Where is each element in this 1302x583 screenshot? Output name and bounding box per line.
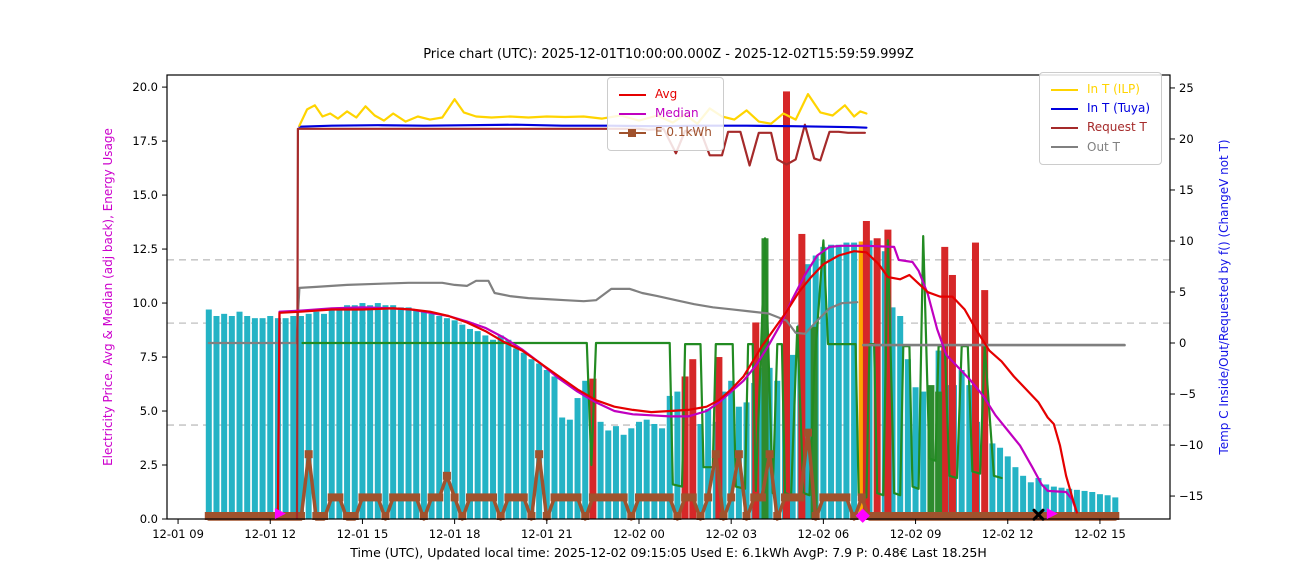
legend-temp-sample-icon (1051, 126, 1078, 129)
y-right-tick-label: 20 (1179, 132, 1194, 146)
y-left-tick-label: 15.0 (132, 188, 158, 202)
x-tick-label: 12-01 18 (429, 527, 481, 541)
series-orange-current-bar (858, 241, 865, 519)
now-diamond (855, 508, 870, 523)
x-axis-label: Time (UTC), Updated local time: 2025-12-… (350, 545, 987, 560)
y-right-tick-label: 25 (1179, 81, 1194, 95)
legend-temp-entry-0: In T (ILP) (1051, 80, 1150, 99)
legend-temp-entry-2: Request T (1051, 118, 1150, 137)
plot-border (166, 74, 1171, 520)
legend-price-entry-1: Median (619, 104, 712, 123)
y-right-tick-label: 15 (1179, 183, 1194, 197)
x-tick-label: 12-01 09 (152, 527, 204, 541)
y-right-tick-label: −5 (1179, 387, 1196, 401)
legend-price-sample-icon (619, 128, 646, 137)
legend-price: Avg Median E 0.1kWh (607, 77, 724, 151)
y-left-tick-label: 0.0 (140, 512, 158, 526)
series-green-spike-bars (761, 238, 943, 520)
x-tick-label: 12-02 03 (705, 527, 757, 541)
x-tick-label: 12-02 15 (1074, 527, 1126, 541)
y-left-tick-label: 12.5 (132, 242, 158, 256)
series-avg-line (276, 250, 1079, 514)
legend-temp-label: In T (ILP) (1087, 82, 1140, 96)
legend-temp-sample-icon (1051, 107, 1078, 110)
series-in-t-tuya-line (298, 123, 868, 129)
y-axis-label-right: Temp C Inside/Out/Requested by f() (Chan… (1217, 139, 1231, 455)
square-marker-icon (628, 128, 636, 137)
y-left-tick-label: 10.0 (132, 296, 158, 310)
x-tick-label: 12-02 12 (982, 527, 1034, 541)
y-right-tick-label: −15 (1179, 489, 1203, 503)
y-left-tick-label: 5.0 (140, 404, 158, 418)
legend-temp-sample-icon (1051, 146, 1078, 149)
legend-temp-entry-3: Out T (1051, 138, 1150, 157)
y-right-tick-label: 5 (1179, 285, 1186, 299)
legend-temperature: In T (ILP) In T (Tuya) Request T Out T (1039, 72, 1163, 165)
y-left-tick-label: 7.5 (140, 350, 158, 364)
legend-price-sample-icon (619, 93, 646, 96)
y-axis-label-left: Electricity Price. Avg & Median (adj bac… (101, 128, 115, 466)
median-start-arrow (274, 508, 286, 520)
legend-temp-label: Request T (1087, 120, 1147, 135)
legend-price-label: Avg (655, 87, 678, 101)
black-x-marker (1032, 508, 1045, 521)
x-tick-label: 12-01 21 (521, 527, 573, 541)
legend-price-label: Median (655, 106, 699, 121)
x-tick-label: 12-01 12 (244, 527, 296, 541)
y-right-tick-label: −10 (1179, 438, 1203, 452)
legend-temp-sample-icon (1051, 88, 1078, 91)
y-right-tick-label: 0 (1179, 336, 1186, 350)
x-tick-label: 12-02 09 (890, 527, 942, 541)
x-tick-label: 12-02 00 (613, 527, 665, 541)
axis-ticks: 12-01 09 12-01 12 12-01 15 12-01 18 12-01 21… (132, 80, 1203, 541)
median-end-arrow (1046, 508, 1058, 520)
y-right-tick-label: 10 (1179, 234, 1194, 248)
series-green-signal-line (301, 235, 1003, 499)
y-left-tick-label: 17.5 (132, 134, 158, 148)
legend-temp-label: Out T (1087, 139, 1120, 154)
x-tick-label: 12-01 15 (337, 527, 389, 541)
legend-price-label: E 0.1kWh (655, 125, 712, 140)
legend-temp-entry-1: In T (Tuya) (1051, 99, 1150, 118)
chart-title: Price chart (UTC): 2025-12-01T10:00:00.0… (423, 47, 914, 62)
series-out-t-line (207, 279, 859, 345)
x-tick-label: 12-02 06 (798, 527, 850, 541)
series-in-t-ilp-line (298, 92, 868, 127)
legend-temp-label: In T (Tuya) (1087, 101, 1151, 116)
legend-price-entry-0: Avg (619, 85, 712, 104)
legend-price-sample-icon (619, 112, 646, 115)
y-left-tick-label: 20.0 (132, 80, 158, 94)
y-left-tick-label: 2.5 (140, 458, 158, 472)
legend-price-entry-2: E 0.1kWh (619, 123, 712, 142)
point-markers (274, 508, 1058, 523)
